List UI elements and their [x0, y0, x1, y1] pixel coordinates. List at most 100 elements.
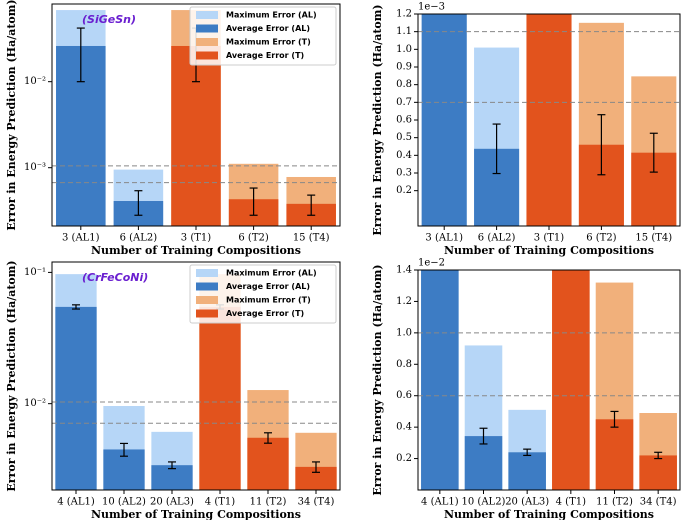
y-tick-label: 0.6: [396, 390, 412, 401]
y-axis-label: Error in Energy Prediction (Ha/atom): [371, 264, 384, 495]
x-axis-label: Number of Training Compositions: [444, 508, 654, 520]
x-tick-label: 4 (T1): [205, 497, 235, 508]
bar: [464, 436, 503, 490]
x-tick-label: 11 (T2): [596, 497, 633, 508]
x-tick-label: 10 (AL2): [102, 497, 146, 508]
y-tick-label: 0.8: [396, 79, 412, 90]
x-axis-label: Number of Training Compositions: [444, 244, 654, 257]
y-tick-label: 0.5: [396, 132, 412, 143]
bar: [421, 14, 467, 226]
error-bar: [249, 187, 258, 216]
error-bar: [168, 461, 176, 470]
y-tick-label: 0.4: [396, 422, 412, 433]
y-tick-label: 0.4: [396, 150, 412, 161]
bar: [55, 306, 97, 490]
x-tick-label: 10 (AL2): [462, 497, 506, 508]
bar: [552, 270, 590, 490]
legend-swatch: [196, 51, 218, 60]
plot-frame: [51, 261, 341, 491]
bar: [526, 14, 572, 226]
error-bar: [654, 451, 663, 460]
y-axis-label: Error in Energy Prediction (Ha/atom): [5, 0, 18, 231]
y-tick-label: 0.8: [396, 359, 412, 370]
x-tick-label: 15 (T4): [635, 233, 672, 244]
error-bar: [492, 123, 501, 175]
legend-swatch: [196, 38, 218, 46]
legend-label: Average Error (AL): [226, 282, 310, 291]
error-bar: [610, 410, 619, 428]
legend-label: Average Error (AL): [226, 24, 310, 33]
plot-frame: [417, 269, 681, 491]
x-tick-label: 6 (T2): [586, 233, 616, 244]
legend-swatch: [196, 11, 218, 19]
error-bar: [264, 432, 272, 444]
legend-label: Maximum Error (T): [226, 296, 311, 305]
y-tick-label: 1.0: [396, 327, 412, 338]
x-tick-label: 20 (AL3): [505, 497, 549, 508]
panel: 10⁻³ 10⁻² 3 (AL1) 6 (AL2) 3 (T1) 6 (T2) 15 (T4…: [5, 0, 341, 257]
x-tick-label: 15 (T4): [293, 233, 330, 244]
annotation: (CrFeCoNi): [82, 271, 148, 284]
x-tick-label: 6 (T2): [238, 233, 268, 244]
error-bar: [76, 27, 85, 83]
bar: [639, 455, 677, 490]
legend-label: Maximum Error (AL): [226, 11, 317, 20]
legend-box: [189, 6, 337, 66]
legend-swatch: [196, 309, 218, 318]
error-bar: [307, 194, 316, 216]
legend-label: Average Error (T): [226, 309, 304, 318]
legend-swatch: [196, 282, 218, 291]
error-bar: [649, 132, 658, 173]
y-tick-label: 10⁻²: [24, 398, 46, 409]
y-tick-label: 0.3: [396, 168, 412, 179]
x-tick-label: 6 (AL2): [120, 233, 158, 244]
y-tick-label: 1.2: [396, 296, 412, 307]
x-tick-label: 4 (AL1): [421, 497, 459, 508]
annotation: (SiGeSn): [82, 13, 136, 26]
legend-label: Average Error (T): [226, 51, 304, 60]
y-axis-label: Error in Energy Prediction (Ha/atom): [5, 260, 18, 491]
panel: 0.2 0.3 0.4 0.5 0.6 0.7 0.8 0.9 1.0 1.1 1.2 3 (AL1)…: [371, 2, 681, 257]
error-bar: [479, 427, 488, 445]
y-tick-label: 0.9: [396, 62, 412, 73]
x-tick-label: 4 (AL1): [57, 497, 95, 508]
bar: [151, 465, 193, 490]
x-tick-label: 3 (AL1): [62, 233, 100, 244]
legend-swatch: [196, 269, 218, 277]
plot-area: [418, 270, 680, 490]
y-tick-label: 1.4: [396, 265, 412, 276]
legend-swatch: [196, 24, 218, 33]
error-bar: [523, 448, 532, 457]
y-tick-label: 10⁻¹: [24, 267, 46, 278]
error-bar: [597, 114, 606, 176]
x-tick-label: 3 (AL1): [425, 233, 463, 244]
error-bar: [120, 442, 128, 457]
offset-label: 1e−2: [418, 258, 445, 269]
y-tick-label: 1.0: [396, 44, 412, 55]
bar: [199, 306, 241, 490]
y-axis-label: Error in Energy Prediction (Ha/atom): [371, 4, 384, 235]
bar: [295, 466, 337, 490]
bar: [595, 419, 634, 490]
error-bar: [72, 304, 80, 310]
y-tick-label: 10⁻²: [24, 76, 46, 87]
y-tick-label: 1.2: [396, 9, 412, 20]
error-bar: [134, 190, 143, 216]
panel: 10⁻² 10⁻¹ 4 (AL1) 10 (AL2) 20 (AL3) 4 (T1) 11 …: [5, 260, 341, 520]
y-tick-label: 0.7: [396, 97, 412, 108]
legend-label: Maximum Error (AL): [226, 269, 317, 278]
legend-box: [189, 264, 337, 324]
x-tick-label: 11 (T2): [250, 497, 287, 508]
y-tick-label: 0.2: [396, 185, 412, 196]
y-tick-label: 1.1: [396, 26, 412, 37]
y-tick-label: 0.2: [396, 453, 412, 464]
bar: [247, 437, 289, 490]
plot-area: [418, 14, 680, 226]
bar: [508, 452, 546, 490]
offset-label: 1e−3: [418, 2, 445, 13]
x-tick-label: 4 (T1): [556, 497, 586, 508]
plot-area: [52, 274, 340, 490]
y-tick-label: 10⁻³: [24, 162, 46, 173]
legend-swatch: [196, 296, 218, 304]
